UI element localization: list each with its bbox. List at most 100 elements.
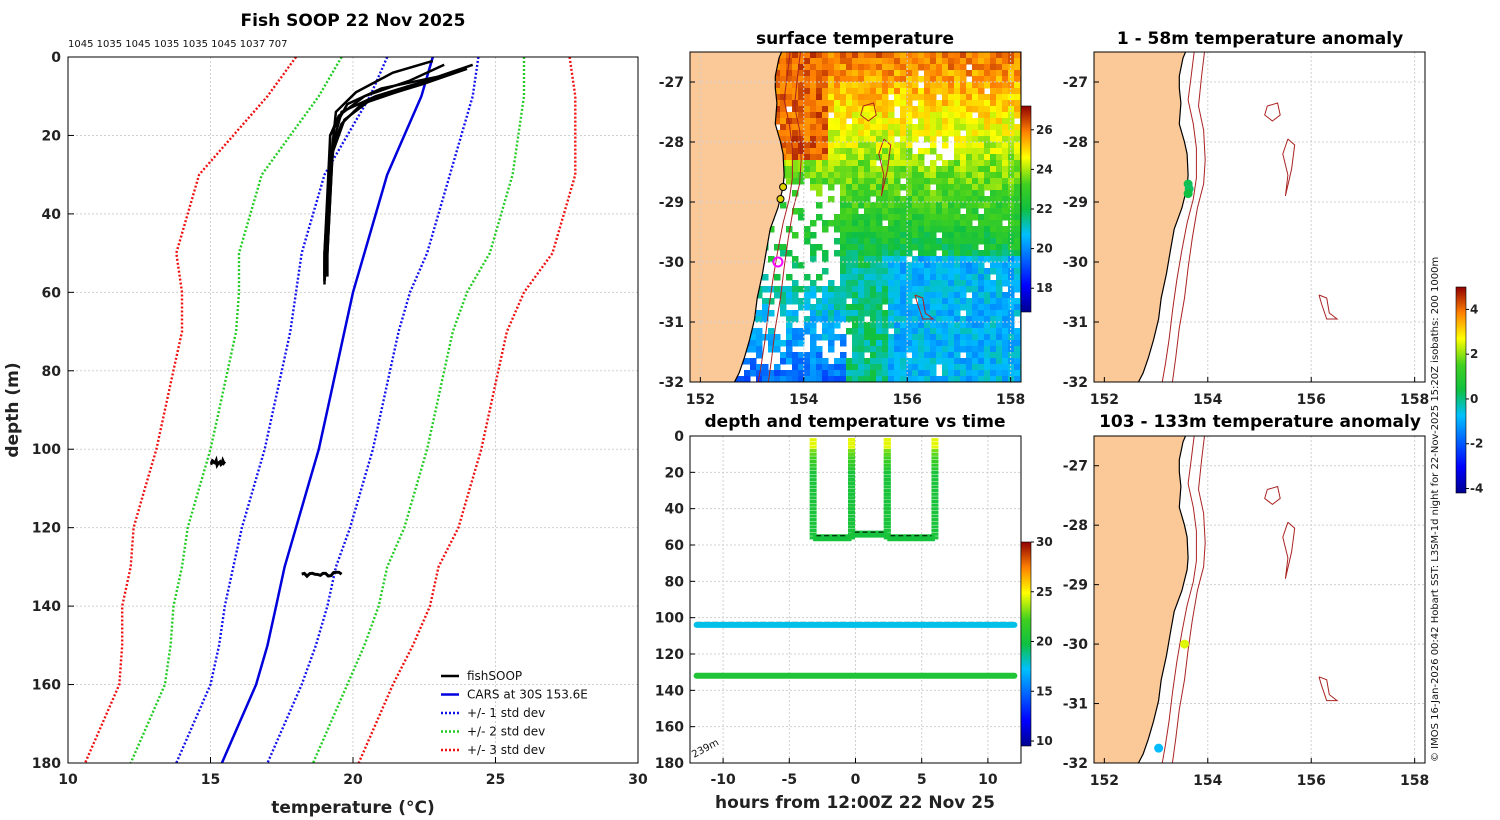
sst-cell (858, 244, 865, 251)
sst-cell (804, 124, 811, 131)
sst-cell (870, 352, 877, 359)
sst-cell (858, 370, 865, 377)
sst-cell (942, 52, 949, 59)
sst-cell (810, 70, 817, 77)
cast-profile-sample (883, 492, 891, 496)
sst-cell (888, 52, 895, 59)
sst-cell (948, 190, 955, 197)
sst-cell (894, 208, 901, 215)
sst-cell (900, 106, 907, 113)
sst-cell (912, 232, 919, 239)
sst-cell (936, 340, 943, 347)
legend-label: +/- 3 std dev (467, 743, 545, 757)
cast-profile-sample (883, 521, 891, 525)
sst-cell (972, 346, 979, 353)
cast-profile-sample (809, 449, 817, 453)
sst-cell (1002, 232, 1009, 239)
sst-cell (852, 118, 859, 125)
sst-cell (792, 316, 799, 323)
sst-cell (996, 364, 1003, 371)
sst-cell (822, 376, 829, 382)
sst-cell (858, 364, 865, 371)
sst-cell (984, 250, 991, 257)
sst-cell (822, 220, 829, 227)
sst-cell (972, 178, 979, 185)
sst-cell (846, 166, 853, 173)
time-ytick-label: 60 (665, 538, 685, 554)
sst-cell (966, 142, 973, 149)
sst-cell (870, 232, 877, 239)
sst-cell (996, 154, 1003, 161)
sst-cell (846, 208, 853, 215)
sst-cell (930, 364, 937, 371)
sst-cell (816, 124, 823, 131)
sst-cell (900, 118, 907, 125)
sst-cell (948, 304, 955, 311)
sst-cell (954, 226, 961, 233)
sst-cell (942, 112, 949, 119)
sst-cell (828, 172, 835, 179)
sst-cell (894, 142, 901, 149)
sst-cell (966, 136, 973, 143)
sst-cell (804, 130, 811, 137)
sst-cell (864, 322, 871, 329)
cast-profile-sample (883, 510, 891, 514)
sst-cell (924, 328, 931, 335)
sst-cell (858, 148, 865, 155)
sst-cell (912, 196, 919, 203)
sst-cell (972, 340, 979, 347)
profile-xlabel: temperature (°C) (271, 798, 435, 818)
sst-cell (840, 172, 847, 179)
sst-cell (954, 178, 961, 185)
map-lon-label: 158 (1400, 773, 1429, 789)
sst-cell (780, 310, 787, 317)
sst-cell (786, 172, 793, 179)
sst-cell (804, 370, 811, 377)
sst-cell (888, 340, 895, 347)
sst-cell (870, 202, 877, 209)
cast-profile-sample (848, 518, 856, 522)
sst-cell (882, 322, 889, 329)
sst-cell (1008, 172, 1015, 179)
cast-profile-sample (931, 485, 939, 489)
sst-cell (804, 100, 811, 107)
sst-cell (906, 160, 913, 167)
sst-cell (846, 64, 853, 71)
sst-cell (864, 172, 871, 179)
sst-cell (1002, 160, 1009, 167)
map-lat-label: -30 (659, 255, 685, 271)
sst-cell (972, 298, 979, 305)
sst-cell (966, 160, 973, 167)
sst-cell (786, 136, 793, 143)
sst-cell (906, 358, 913, 365)
sst-cell (822, 328, 829, 335)
sst-cell (864, 244, 871, 251)
sst-cell (942, 334, 949, 341)
sst-cell (942, 310, 949, 317)
profile-xtick-label: 10 (58, 772, 78, 788)
sst-cell (852, 58, 859, 65)
time-ytick-label: 80 (665, 574, 685, 590)
sst-cell (876, 328, 883, 335)
sst-cell (798, 118, 805, 125)
sst-cell (1008, 334, 1015, 341)
sst-cell (954, 166, 961, 173)
sst-cell (918, 304, 925, 311)
map-lon-label: 152 (686, 392, 715, 408)
cast-profile-sample (848, 489, 856, 493)
sst-cell (1008, 118, 1015, 125)
sst-cell (840, 256, 847, 263)
sst-cell (942, 304, 949, 311)
sst-cell (960, 376, 967, 382)
sst-cell (960, 100, 967, 107)
sst-cell (918, 250, 925, 257)
sst-cell (822, 112, 829, 119)
sst-cell (996, 184, 1003, 191)
cast-profile-sample (931, 463, 939, 467)
sst-cell (846, 94, 853, 101)
sst-cell (966, 352, 973, 359)
sst-cell (834, 292, 841, 299)
sst-cell (858, 58, 865, 65)
sst-cell (894, 160, 901, 167)
sst-cell (864, 196, 871, 203)
